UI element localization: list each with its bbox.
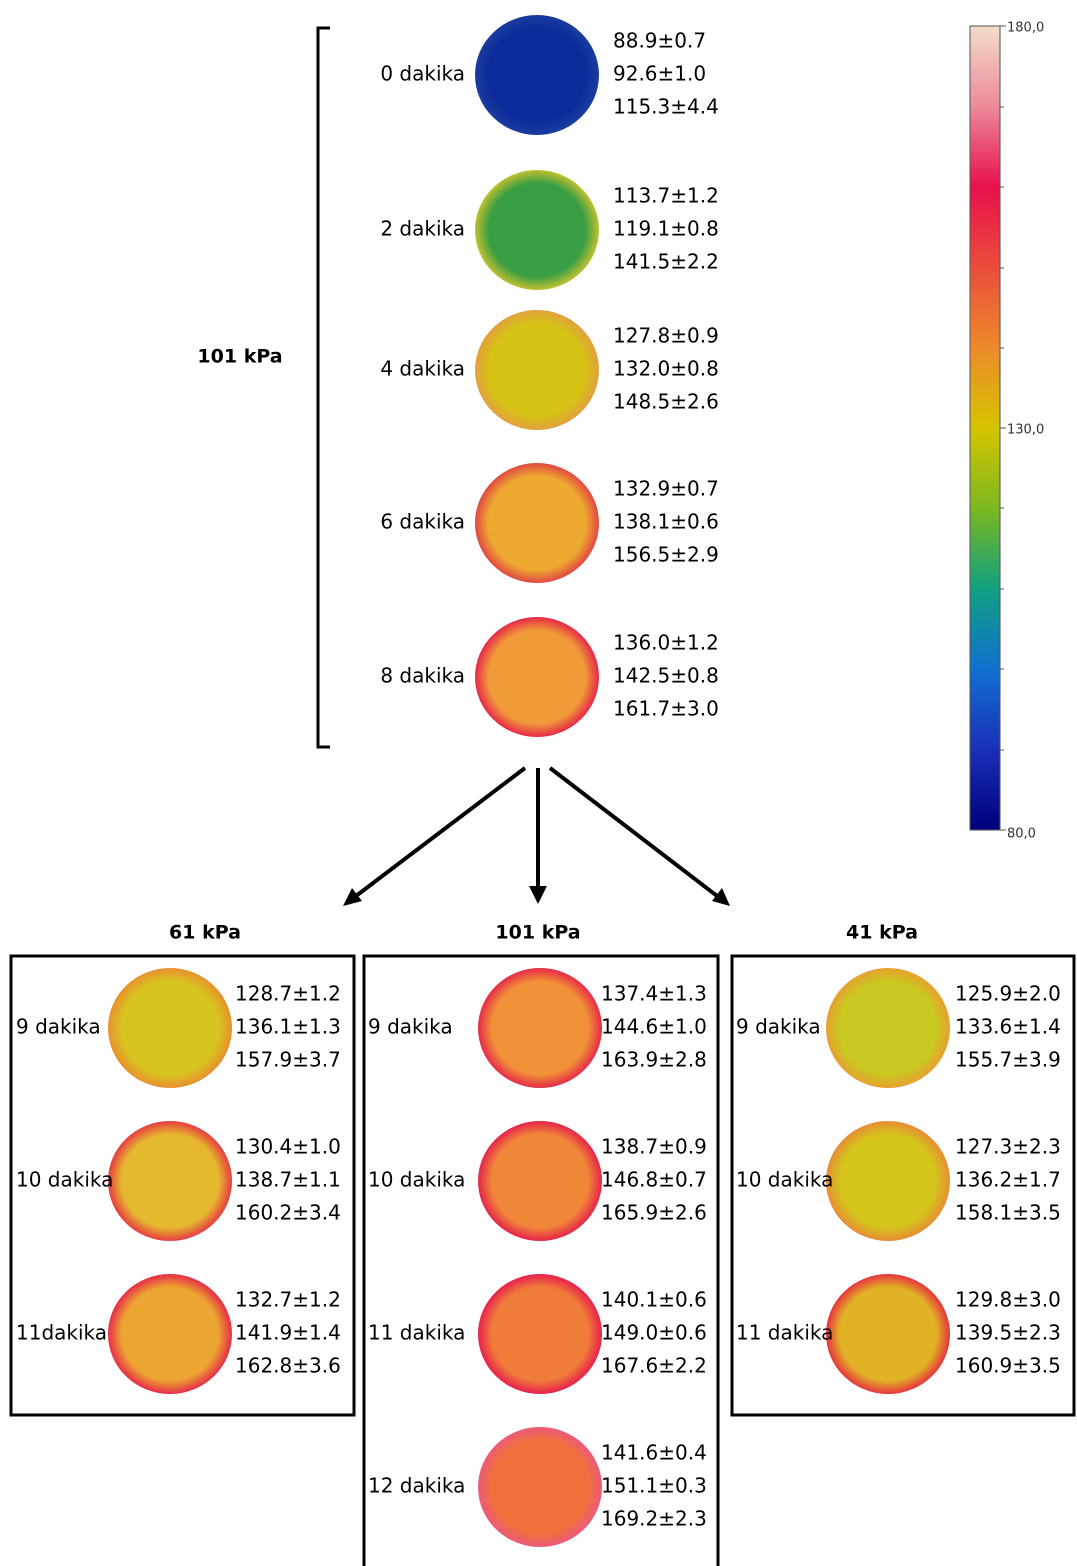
temperature-value: 163.9±2.8 xyxy=(601,1048,707,1072)
temperature-value: 142.5±0.8 xyxy=(613,664,719,688)
thermal-image xyxy=(478,1274,602,1394)
colorbar-label: 130,0 xyxy=(1007,423,1044,438)
thermal-image xyxy=(826,1121,950,1241)
thermal-image xyxy=(478,1121,602,1241)
temperature-value: 144.6±1.0 xyxy=(601,1015,707,1039)
time-label: 9 dakika xyxy=(736,1015,821,1039)
time-label: 9 dakika xyxy=(368,1015,453,1039)
temperature-value: 162.8±3.6 xyxy=(235,1354,341,1378)
colorbar xyxy=(970,26,1000,830)
panel-title: 101 kPa xyxy=(495,922,580,944)
temperature-value: 140.1±0.6 xyxy=(601,1288,707,1312)
thermal-image xyxy=(826,968,950,1088)
temperature-value: 132.0±0.8 xyxy=(613,357,719,381)
time-label: 10 dakika xyxy=(736,1168,833,1192)
temperature-value: 146.8±0.7 xyxy=(601,1168,707,1192)
temperature-value: 141.6±0.4 xyxy=(601,1441,707,1465)
temperature-value: 136.0±1.2 xyxy=(613,631,719,655)
temperature-value: 149.0±0.6 xyxy=(601,1321,707,1345)
temperature-value: 151.1±0.3 xyxy=(601,1474,707,1498)
temperature-value: 125.9±2.0 xyxy=(955,982,1061,1006)
temperature-value: 160.9±3.5 xyxy=(955,1354,1061,1378)
temperature-value: 165.9±2.6 xyxy=(601,1201,707,1225)
temperature-value: 156.5±2.9 xyxy=(613,543,719,567)
colorbar-label: 180,0 xyxy=(1007,21,1044,36)
temperature-value: 155.7±3.9 xyxy=(955,1048,1061,1072)
thermal-image xyxy=(475,617,599,737)
time-label: 11 dakika xyxy=(736,1321,833,1345)
temperature-value: 115.3±4.4 xyxy=(613,95,719,119)
thermal-image xyxy=(826,1274,950,1394)
panel-title: 61 kPa xyxy=(169,922,241,944)
temperature-value: 167.6±2.2 xyxy=(601,1354,707,1378)
thermal-image xyxy=(478,968,602,1088)
thermal-image xyxy=(475,463,599,583)
temperature-value: 138.7±0.9 xyxy=(601,1135,707,1159)
temperature-value: 161.7±3.0 xyxy=(613,697,719,721)
temperature-value: 139.5±2.3 xyxy=(955,1321,1061,1345)
temperature-value: 92.6±1.0 xyxy=(613,62,706,86)
time-label: 0 dakika xyxy=(380,62,465,86)
time-label: 2 dakika xyxy=(380,217,465,241)
thermal-image xyxy=(108,1274,232,1394)
temperature-value: 137.4±1.3 xyxy=(601,982,707,1006)
temperature-value: 88.9±0.7 xyxy=(613,29,706,53)
temperature-value: 127.8±0.9 xyxy=(613,324,719,348)
temperature-value: 141.5±2.2 xyxy=(613,250,719,274)
group-label: 101 kPa xyxy=(197,346,282,368)
temperature-value: 113.7±1.2 xyxy=(613,184,719,208)
temperature-value: 119.1±0.8 xyxy=(613,217,719,241)
temperature-value: 127.3±2.3 xyxy=(955,1135,1061,1159)
thermal-image xyxy=(475,170,599,290)
time-label: 8 dakika xyxy=(380,664,465,688)
page: 101 kPa 180,0 130,0 80,0 0 dakika 88.9±0.… xyxy=(0,0,1077,1566)
time-label: 6 dakika xyxy=(380,510,465,534)
temperature-value: 138.1±0.6 xyxy=(613,510,719,534)
time-label: 10 dakika xyxy=(368,1168,465,1192)
temperature-value: 148.5±2.6 xyxy=(613,390,719,414)
temperature-value: 136.2±1.7 xyxy=(955,1168,1061,1192)
temperature-value: 141.9±1.4 xyxy=(235,1321,341,1345)
temperature-value: 132.9±0.7 xyxy=(613,477,719,501)
time-label: 10 dakika xyxy=(16,1168,113,1192)
temperature-value: 157.9±3.7 xyxy=(235,1048,341,1072)
temperature-value: 128.7±1.2 xyxy=(235,982,341,1006)
thermal-image xyxy=(108,968,232,1088)
temperature-value: 130.4±1.0 xyxy=(235,1135,341,1159)
bracket xyxy=(318,28,330,747)
temperature-value: 160.2±3.4 xyxy=(235,1201,341,1225)
panel-title: 41 kPa xyxy=(846,922,918,944)
thermal-image xyxy=(478,1427,602,1547)
arrowheads xyxy=(343,886,730,906)
colorbar-label: 80,0 xyxy=(1007,827,1036,842)
temperature-value: 158.1±3.5 xyxy=(955,1201,1061,1225)
thermal-image xyxy=(475,15,599,135)
temperature-value: 138.7±1.1 xyxy=(235,1168,341,1192)
thermal-image xyxy=(108,1121,232,1241)
temperature-value: 133.6±1.4 xyxy=(955,1015,1061,1039)
temperature-value: 136.1±1.3 xyxy=(235,1015,341,1039)
arrows xyxy=(352,768,721,899)
thermal-image xyxy=(475,310,599,430)
time-label: 9 dakika xyxy=(16,1015,101,1039)
time-label: 4 dakika xyxy=(380,357,465,381)
diagram: 101 kPa 180,0 130,0 80,0 0 dakika 88.9±0.… xyxy=(0,0,1077,1566)
time-label: 12 dakika xyxy=(368,1474,465,1498)
temperature-value: 129.8±3.0 xyxy=(955,1288,1061,1312)
temperature-value: 132.7±1.2 xyxy=(235,1288,341,1312)
temperature-value: 169.2±2.3 xyxy=(601,1507,707,1531)
colorbar-ticks xyxy=(1000,26,1006,830)
time-label: 11dakika xyxy=(16,1321,107,1345)
time-label: 11 dakika xyxy=(368,1321,465,1345)
